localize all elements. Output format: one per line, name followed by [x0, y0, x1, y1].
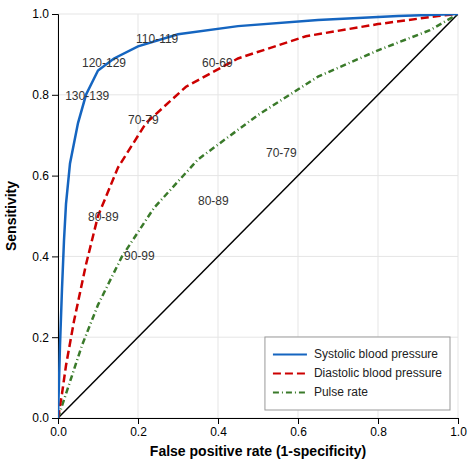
- tick-mark: [458, 418, 459, 424]
- series-line: [58, 14, 458, 418]
- grid-line-y: [58, 94, 458, 95]
- axis-line: [59, 419, 459, 425]
- tick-label: 1.0: [450, 425, 467, 439]
- annotation: 80-89: [198, 194, 229, 208]
- legend-label: Pulse rate: [314, 385, 368, 399]
- chart-container: 0.0 0.2 0.4 0.6 0.8 1.0 0.0 0.2 0.4 0.6 0.8 1.0 130-…: [0, 0, 474, 468]
- tick: 0.0: [50, 418, 67, 439]
- grid-line-y: [58, 175, 458, 176]
- tick: 0.2: [32, 331, 58, 345]
- tick: 0.6: [32, 169, 58, 183]
- legend-item: Systolic blood pressure: [273, 347, 438, 361]
- tick: 1.0: [450, 418, 467, 439]
- annotations: 130-139 120-129 110-119 80-89 70-79 60-69 90-9…: [65, 32, 297, 263]
- tick-mark: [298, 418, 299, 424]
- tick: 0.8: [32, 88, 58, 102]
- tick-label: 0.2: [32, 331, 49, 345]
- grid-line-x: [458, 14, 459, 418]
- tick-label: 0.0: [50, 425, 67, 439]
- y-axis: 0.0 0.2 0.4 0.6 0.8 1.0: [32, 7, 58, 425]
- tick-mark: [52, 14, 58, 15]
- tick: 0.8: [370, 418, 387, 439]
- x-axis: 0.0 0.2 0.4 0.6 0.8 1.0: [50, 418, 467, 439]
- tick-mark: [52, 95, 58, 96]
- tick-label: 0.8: [32, 88, 49, 102]
- legend: Systolic blood pressure Diastolic blood p…: [265, 337, 450, 410]
- tick: 0.0: [32, 411, 58, 425]
- annotation: 70-79: [266, 146, 297, 160]
- tick-mark: [138, 418, 139, 424]
- tick-label: 1.0: [32, 7, 49, 21]
- grid-line-y: [58, 14, 458, 15]
- tick: 0.6: [290, 418, 307, 439]
- legend-label: Systolic blood pressure: [314, 347, 438, 361]
- legend-item: Diastolic blood pressure: [273, 366, 442, 380]
- tick-mark: [52, 256, 58, 257]
- series-line: [58, 14, 458, 418]
- tick: 0.2: [130, 418, 147, 439]
- tick-mark: [218, 418, 219, 424]
- tick-label: 0.6: [290, 425, 307, 439]
- legend-swatch: [273, 353, 307, 355]
- tick-mark: [378, 418, 379, 424]
- chart: 0.0 0.2 0.4 0.6 0.8 1.0 0.0 0.2 0.4 0.6 0.8 1.0 130-…: [0, 0, 474, 468]
- annotation: 120-129: [82, 56, 126, 70]
- grid-line-x: [138, 14, 139, 418]
- tick-mark: [52, 418, 58, 419]
- annotation: 80-89: [88, 210, 119, 224]
- plot-area: 0.0 0.2 0.4 0.6 0.8 1.0 0.0 0.2 0.4 0.6 0.8 1.0 130-…: [32, 7, 467, 438]
- annotation: 60-69: [202, 56, 233, 70]
- grid: [58, 14, 458, 418]
- tick-label: 0.4: [210, 425, 227, 439]
- tick-label: 0.2: [130, 425, 147, 439]
- legend-swatch: [273, 372, 307, 374]
- annotation: 110-119: [136, 32, 179, 46]
- legend-swatch: [273, 391, 307, 393]
- tick-mark: [52, 176, 58, 177]
- annotation: 130-139: [65, 89, 109, 103]
- tick-label: 0.4: [32, 250, 49, 264]
- annotation: 70-79: [128, 113, 159, 127]
- tick-label: 0.8: [370, 425, 387, 439]
- annotation: 90-99: [124, 249, 155, 263]
- tick: 0.4: [32, 250, 58, 264]
- lines: [58, 14, 458, 418]
- reference-line: [58, 14, 458, 418]
- grid-line-y: [58, 256, 458, 257]
- legend-item: Pulse rate: [273, 385, 368, 399]
- tick-label: 0.0: [32, 411, 49, 425]
- tick: 0.4: [210, 418, 227, 439]
- axis-line: [52, 15, 59, 419]
- tick-label: 0.6: [32, 169, 49, 183]
- tick: 1.0: [32, 7, 58, 21]
- y-axis-title: Sensitivity: [3, 181, 19, 251]
- tick-mark: [52, 337, 58, 338]
- legend-label: Diastolic blood pressure: [314, 366, 442, 380]
- grid-line-x: [218, 14, 219, 418]
- series-line: [58, 14, 458, 418]
- legend-frame: [265, 337, 450, 410]
- x-axis-title: False positive rate (1-specificity): [150, 443, 366, 459]
